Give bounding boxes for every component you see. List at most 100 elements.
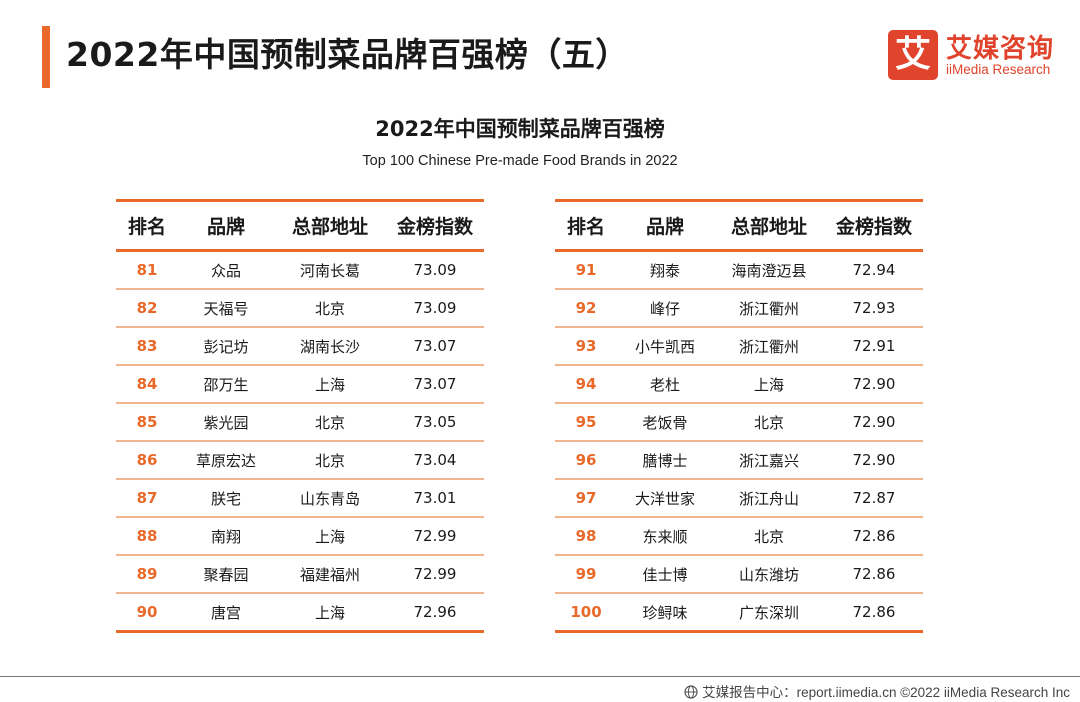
index-cell: 72.90 [852, 451, 896, 469]
hq-cell: 广东深圳 [738, 603, 799, 622]
footer: 艾媒报告中心：report.iimedia.cn ©2022 iiMedia R… [684, 681, 1070, 701]
rank-cell: 89 [136, 565, 158, 583]
column-header-hq: 总部地址 [730, 216, 807, 238]
brand-cell: 峰仔 [649, 299, 680, 318]
ranking-table-left: 排名 品牌 总部地址 金榜指数 81 众品 河南长葛 73.09 82 天福号 北京 73.0… [116, 199, 484, 633]
index-cell: 72.86 [852, 527, 896, 545]
footer-divider [0, 676, 1080, 677]
index-cell: 73.01 [413, 489, 457, 507]
brand-cell: 老杜 [649, 375, 680, 394]
index-cell: 72.93 [852, 299, 896, 317]
logo-chinese-text: 艾媒咨询 [946, 34, 1055, 64]
index-cell: 72.86 [852, 565, 896, 583]
table-row: 88 南翔 上海 72.99 [116, 517, 484, 555]
chart-title: 2022年中国预制菜品牌百强榜 [375, 117, 665, 141]
rank-cell: 94 [575, 375, 597, 393]
ranking-table-right: 排名 品牌 总部地址 金榜指数 91 翔泰 海南澄迈县 72.94 92 峰仔 浙江衢州 72… [555, 199, 923, 633]
iimedia-logo: 艾 艾媒咨询 iiMedia Research [888, 30, 1060, 82]
brand-cell: 珍鲟味 [642, 603, 688, 622]
rank-cell: 98 [575, 527, 597, 545]
brand-cell: 聚春园 [203, 565, 249, 584]
brand-cell: 大洋世家 [634, 489, 695, 508]
column-header-index: 金榜指数 [835, 216, 912, 238]
index-cell: 72.91 [852, 337, 896, 355]
column-header-brand: 品牌 [645, 216, 684, 238]
table-row: 98 东来顺 北京 72.86 [555, 517, 923, 555]
rank-cell: 84 [136, 375, 158, 393]
rank-cell: 97 [575, 489, 597, 507]
rank-cell: 90 [136, 603, 158, 621]
hq-cell: 北京 [314, 451, 345, 470]
column-header-rank: 排名 [127, 216, 166, 238]
hq-cell: 北京 [314, 299, 345, 318]
rank-cell: 86 [136, 451, 158, 469]
table-row: 91 翔泰 海南澄迈县 72.94 [555, 251, 923, 289]
rank-cell: 83 [136, 337, 158, 355]
chart-subtitle: Top 100 Chinese Pre-made Food Brands in … [362, 153, 678, 169]
index-cell: 72.90 [852, 375, 896, 393]
hq-cell: 北京 [753, 527, 784, 546]
brand-cell: 小牛凯西 [634, 337, 695, 356]
index-cell: 72.99 [413, 565, 457, 583]
table-header-row: 排名 品牌 总部地址 金榜指数 [116, 200, 484, 251]
footer-text: 艾媒报告中心：report.iimedia.cn ©2022 iiMedia R… [702, 685, 1070, 700]
hq-cell: 福建福州 [299, 565, 360, 584]
table-row: 92 峰仔 浙江衢州 72.93 [555, 289, 923, 327]
index-cell: 72.99 [413, 527, 457, 545]
index-cell: 73.05 [413, 413, 457, 431]
table-row: 90 唐宫 上海 72.96 [116, 593, 484, 632]
index-cell: 73.09 [413, 299, 457, 317]
hq-cell: 浙江衢州 [738, 299, 799, 318]
rank-cell: 93 [575, 337, 597, 355]
brand-cell: 紫光园 [203, 413, 249, 432]
table-row: 82 天福号 北京 73.09 [116, 289, 484, 327]
table-row: 95 老饭骨 北京 72.90 [555, 403, 923, 441]
page-title: 2022年中国预制菜品牌百强榜（五） [66, 35, 629, 74]
title-accent-bar [42, 26, 50, 88]
hq-cell: 山东青岛 [299, 489, 360, 508]
hq-cell: 山东潍坊 [738, 565, 799, 584]
column-header-rank: 排名 [566, 216, 605, 238]
logo-mark-icon: 艾 [888, 30, 938, 80]
brand-cell: 老饭骨 [642, 413, 688, 432]
table-row: 89 聚春园 福建福州 72.99 [116, 555, 484, 593]
table-row: 84 邵万生 上海 73.07 [116, 365, 484, 403]
hq-cell: 浙江嘉兴 [738, 451, 799, 470]
rank-cell: 95 [575, 413, 597, 431]
brand-cell: 翔泰 [649, 261, 680, 280]
rank-cell: 87 [136, 489, 158, 507]
index-cell: 73.09 [413, 261, 457, 279]
brand-cell: 膳博士 [642, 451, 688, 470]
hq-cell: 浙江衢州 [738, 337, 799, 356]
table-row: 81 众品 河南长葛 73.09 [116, 251, 484, 289]
index-cell: 73.04 [413, 451, 457, 469]
index-cell: 73.07 [413, 337, 457, 355]
hq-cell: 河南长葛 [299, 261, 360, 280]
table-row: 87 朕宅 山东青岛 73.01 [116, 479, 484, 517]
index-cell: 72.90 [852, 413, 896, 431]
hq-cell: 上海 [753, 375, 784, 394]
column-header-hq: 总部地址 [291, 216, 368, 238]
brand-cell: 朕宅 [210, 489, 241, 508]
table-row: 86 草原宏达 北京 73.04 [116, 441, 484, 479]
table-row: 93 小牛凯西 浙江衢州 72.91 [555, 327, 923, 365]
rank-cell: 92 [575, 299, 597, 317]
table-row: 85 紫光园 北京 73.05 [116, 403, 484, 441]
index-cell: 72.96 [413, 603, 457, 621]
hq-cell: 上海 [314, 375, 345, 394]
hq-cell: 北京 [753, 413, 784, 432]
rank-cell: 100 [570, 603, 602, 621]
brand-cell: 东来顺 [642, 527, 688, 546]
brand-cell: 草原宏达 [195, 451, 256, 470]
table-row: 99 佳士博 山东潍坊 72.86 [555, 555, 923, 593]
brand-cell: 邵万生 [203, 375, 249, 394]
rank-cell: 85 [136, 413, 158, 431]
logo-english-text: iiMedia Research [946, 62, 1051, 77]
column-header-brand: 品牌 [206, 216, 245, 238]
hq-cell: 上海 [314, 603, 345, 622]
table-row: 83 彭记坊 湖南长沙 73.07 [116, 327, 484, 365]
rank-cell: 91 [575, 261, 597, 279]
rank-cell: 99 [575, 565, 597, 583]
rank-cell: 88 [136, 527, 158, 545]
hq-cell: 海南澄迈县 [731, 261, 807, 280]
